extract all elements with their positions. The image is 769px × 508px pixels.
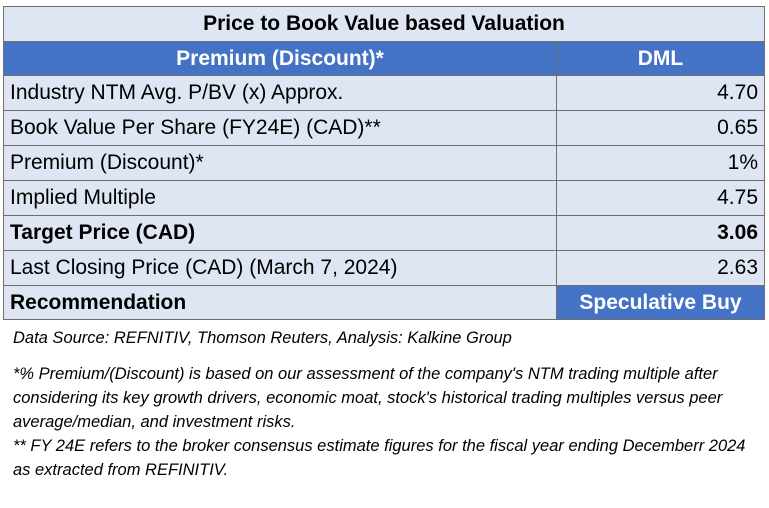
row-value: 2.63 <box>556 250 765 286</box>
notes-section: Data Source: REFNITIV, Thomson Reuters, … <box>13 326 763 482</box>
recommendation-badge: Speculative Buy <box>556 285 765 320</box>
table-title-row: Price to Book Value based Valuation <box>3 6 765 42</box>
row-label: Industry NTM Avg. P/BV (x) Approx. <box>3 75 557 111</box>
row-label: Premium (Discount)* <box>3 145 557 181</box>
row-label: Implied Multiple <box>3 180 557 216</box>
recommendation-label: Recommendation <box>3 285 557 320</box>
footnote-premium: *% Premium/(Discount) is based on our as… <box>13 365 723 431</box>
row-label: Book Value Per Share (FY24E) (CAD)** <box>3 110 557 146</box>
footnote-fy24e: ** FY 24E refers to the broker consensus… <box>13 437 746 479</box>
table-row: Implied Multiple 4.75 <box>3 180 765 216</box>
table-row-target-price: Target Price (CAD) 3.06 <box>3 215 765 251</box>
table-row: Book Value Per Share (FY24E) (CAD)** 0.6… <box>3 110 765 146</box>
table-row: Industry NTM Avg. P/BV (x) Approx. 4.70 <box>3 75 765 111</box>
recommendation-row: Recommendation Speculative Buy <box>3 285 765 320</box>
valuation-table: Price to Book Value based Valuation Prem… <box>3 6 765 320</box>
row-value: 4.75 <box>556 180 765 216</box>
header-label: Premium (Discount)* <box>3 41 557 76</box>
row-value: 3.06 <box>556 215 765 251</box>
row-label: Target Price (CAD) <box>3 215 557 251</box>
table-header-row: Premium (Discount)* DML <box>3 41 765 76</box>
table-row: Premium (Discount)* 1% <box>3 145 765 181</box>
table-title: Price to Book Value based Valuation <box>3 6 765 42</box>
row-value: 1% <box>556 145 765 181</box>
data-source-note: Data Source: REFNITIV, Thomson Reuters, … <box>13 329 512 347</box>
row-value: 4.70 <box>556 75 765 111</box>
table-row-last-close: Last Closing Price (CAD) (March 7, 2024)… <box>3 250 765 286</box>
row-label: Last Closing Price (CAD) (March 7, 2024) <box>3 250 557 286</box>
row-value: 0.65 <box>556 110 765 146</box>
header-company: DML <box>556 41 765 76</box>
